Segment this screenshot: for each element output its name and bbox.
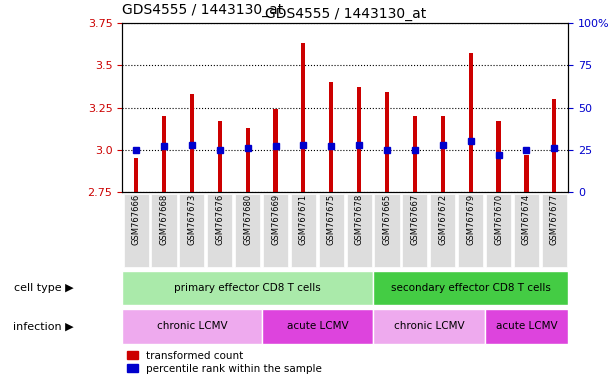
Bar (441, 116, 445, 192)
FancyBboxPatch shape (430, 194, 455, 267)
Text: GSM767680: GSM767680 (243, 194, 252, 245)
Text: GSM767678: GSM767678 (354, 194, 364, 245)
FancyBboxPatch shape (291, 194, 316, 267)
FancyBboxPatch shape (263, 194, 288, 267)
Text: GSM767675: GSM767675 (327, 194, 336, 245)
Bar (190, 94, 194, 192)
Text: secondary effector CD8 T cells: secondary effector CD8 T cells (390, 283, 551, 293)
FancyBboxPatch shape (262, 309, 373, 344)
Text: GSM767673: GSM767673 (188, 194, 196, 245)
Title: GDS4555 / 1443130_at: GDS4555 / 1443130_at (265, 7, 426, 21)
Bar (301, 43, 306, 192)
FancyBboxPatch shape (319, 194, 344, 267)
Text: acute LCMV: acute LCMV (287, 321, 348, 331)
Bar (246, 128, 250, 192)
Text: GSM767670: GSM767670 (494, 194, 503, 245)
Text: infection ▶: infection ▶ (13, 321, 73, 331)
Text: GSM767672: GSM767672 (438, 194, 447, 245)
FancyBboxPatch shape (123, 194, 148, 267)
Text: GSM767671: GSM767671 (299, 194, 308, 245)
Text: GSM767668: GSM767668 (159, 194, 169, 245)
Text: GSM767679: GSM767679 (466, 194, 475, 245)
FancyBboxPatch shape (373, 309, 485, 344)
Bar (497, 121, 500, 192)
Legend: transformed count, percentile rank within the sample: transformed count, percentile rank withi… (128, 351, 322, 374)
Text: GSM767677: GSM767677 (550, 194, 559, 245)
FancyBboxPatch shape (122, 271, 373, 305)
Text: GSM767667: GSM767667 (411, 194, 419, 245)
FancyBboxPatch shape (152, 194, 177, 267)
FancyBboxPatch shape (514, 194, 539, 267)
FancyBboxPatch shape (122, 309, 262, 344)
Bar (162, 116, 166, 192)
Text: GSM767666: GSM767666 (131, 194, 141, 245)
FancyBboxPatch shape (373, 271, 568, 305)
Text: GSM767674: GSM767674 (522, 194, 531, 245)
Bar (218, 121, 222, 192)
Text: GSM767669: GSM767669 (271, 194, 280, 245)
Text: cell type ▶: cell type ▶ (13, 283, 73, 293)
FancyBboxPatch shape (207, 194, 232, 267)
Bar (274, 109, 277, 192)
Bar (357, 87, 361, 192)
Text: primary effector CD8 T cells: primary effector CD8 T cells (174, 283, 321, 293)
Bar (134, 158, 138, 192)
Bar (413, 116, 417, 192)
Bar (329, 82, 334, 192)
FancyBboxPatch shape (458, 194, 483, 267)
FancyBboxPatch shape (403, 194, 428, 267)
Bar (385, 92, 389, 192)
FancyBboxPatch shape (375, 194, 400, 267)
Text: GSM767665: GSM767665 (382, 194, 392, 245)
FancyBboxPatch shape (542, 194, 567, 267)
Bar (469, 53, 473, 192)
Bar (524, 155, 529, 192)
Text: acute LCMV: acute LCMV (496, 321, 557, 331)
Bar (552, 99, 557, 192)
Text: GDS4555 / 1443130_at: GDS4555 / 1443130_at (122, 3, 284, 17)
FancyBboxPatch shape (346, 194, 371, 267)
Text: chronic LCMV: chronic LCMV (393, 321, 464, 331)
FancyBboxPatch shape (180, 194, 205, 267)
FancyBboxPatch shape (486, 194, 511, 267)
FancyBboxPatch shape (485, 309, 568, 344)
Text: chronic LCMV: chronic LCMV (156, 321, 227, 331)
FancyBboxPatch shape (235, 194, 260, 267)
Text: GSM767676: GSM767676 (215, 194, 224, 245)
